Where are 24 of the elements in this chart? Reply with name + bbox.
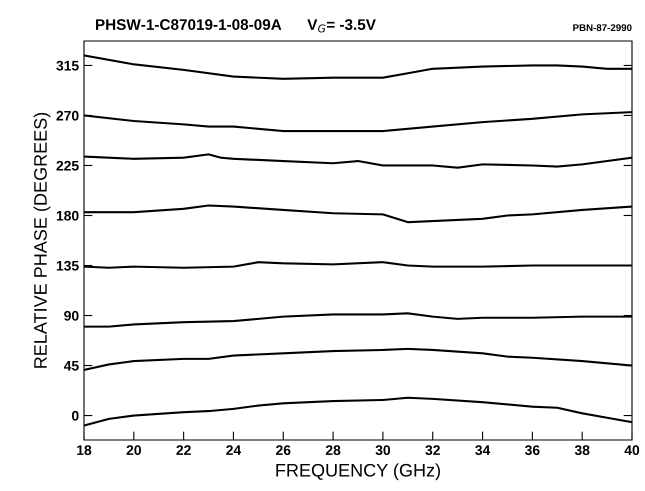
x-tick-label: 18: [77, 445, 92, 456]
x-tick-label: 38: [574, 445, 590, 456]
x-tick-label: 28: [326, 445, 340, 456]
y-tick-label: 135: [56, 260, 79, 271]
x-tick-label: 24: [226, 445, 242, 455]
y-tick-label: 0: [72, 410, 79, 421]
x-tick-label: 40: [624, 445, 640, 456]
y-tick-label: 180: [56, 210, 79, 221]
y-axis-title: RELATIVE PHASE (DEGREES): [34, 112, 50, 368]
y-tick-label: 315: [56, 60, 79, 71]
y-tick-label: 90: [64, 310, 79, 321]
x-tick-label: 32: [425, 445, 440, 456]
x-tick-label: 30: [376, 445, 390, 456]
y-tick-label: 45: [64, 361, 79, 371]
x-tick-label: 36: [524, 445, 540, 456]
y-tick-label: 270: [56, 110, 79, 121]
chart-subtitle: PBN-87-2990: [573, 24, 632, 32]
x-tick-label: 22: [176, 445, 191, 455]
x-axis-title: FREQUENCY (GHz): [276, 463, 440, 480]
y-tick-label: 225: [56, 160, 79, 171]
x-tick-label: 26: [276, 445, 290, 456]
x-tick-label: 20: [126, 445, 141, 456]
x-tick-label: 34: [475, 445, 490, 456]
chart-title: PHSW-1-C87019-1-08-09A V$_{G}$= -3.5V: [96, 19, 376, 32]
